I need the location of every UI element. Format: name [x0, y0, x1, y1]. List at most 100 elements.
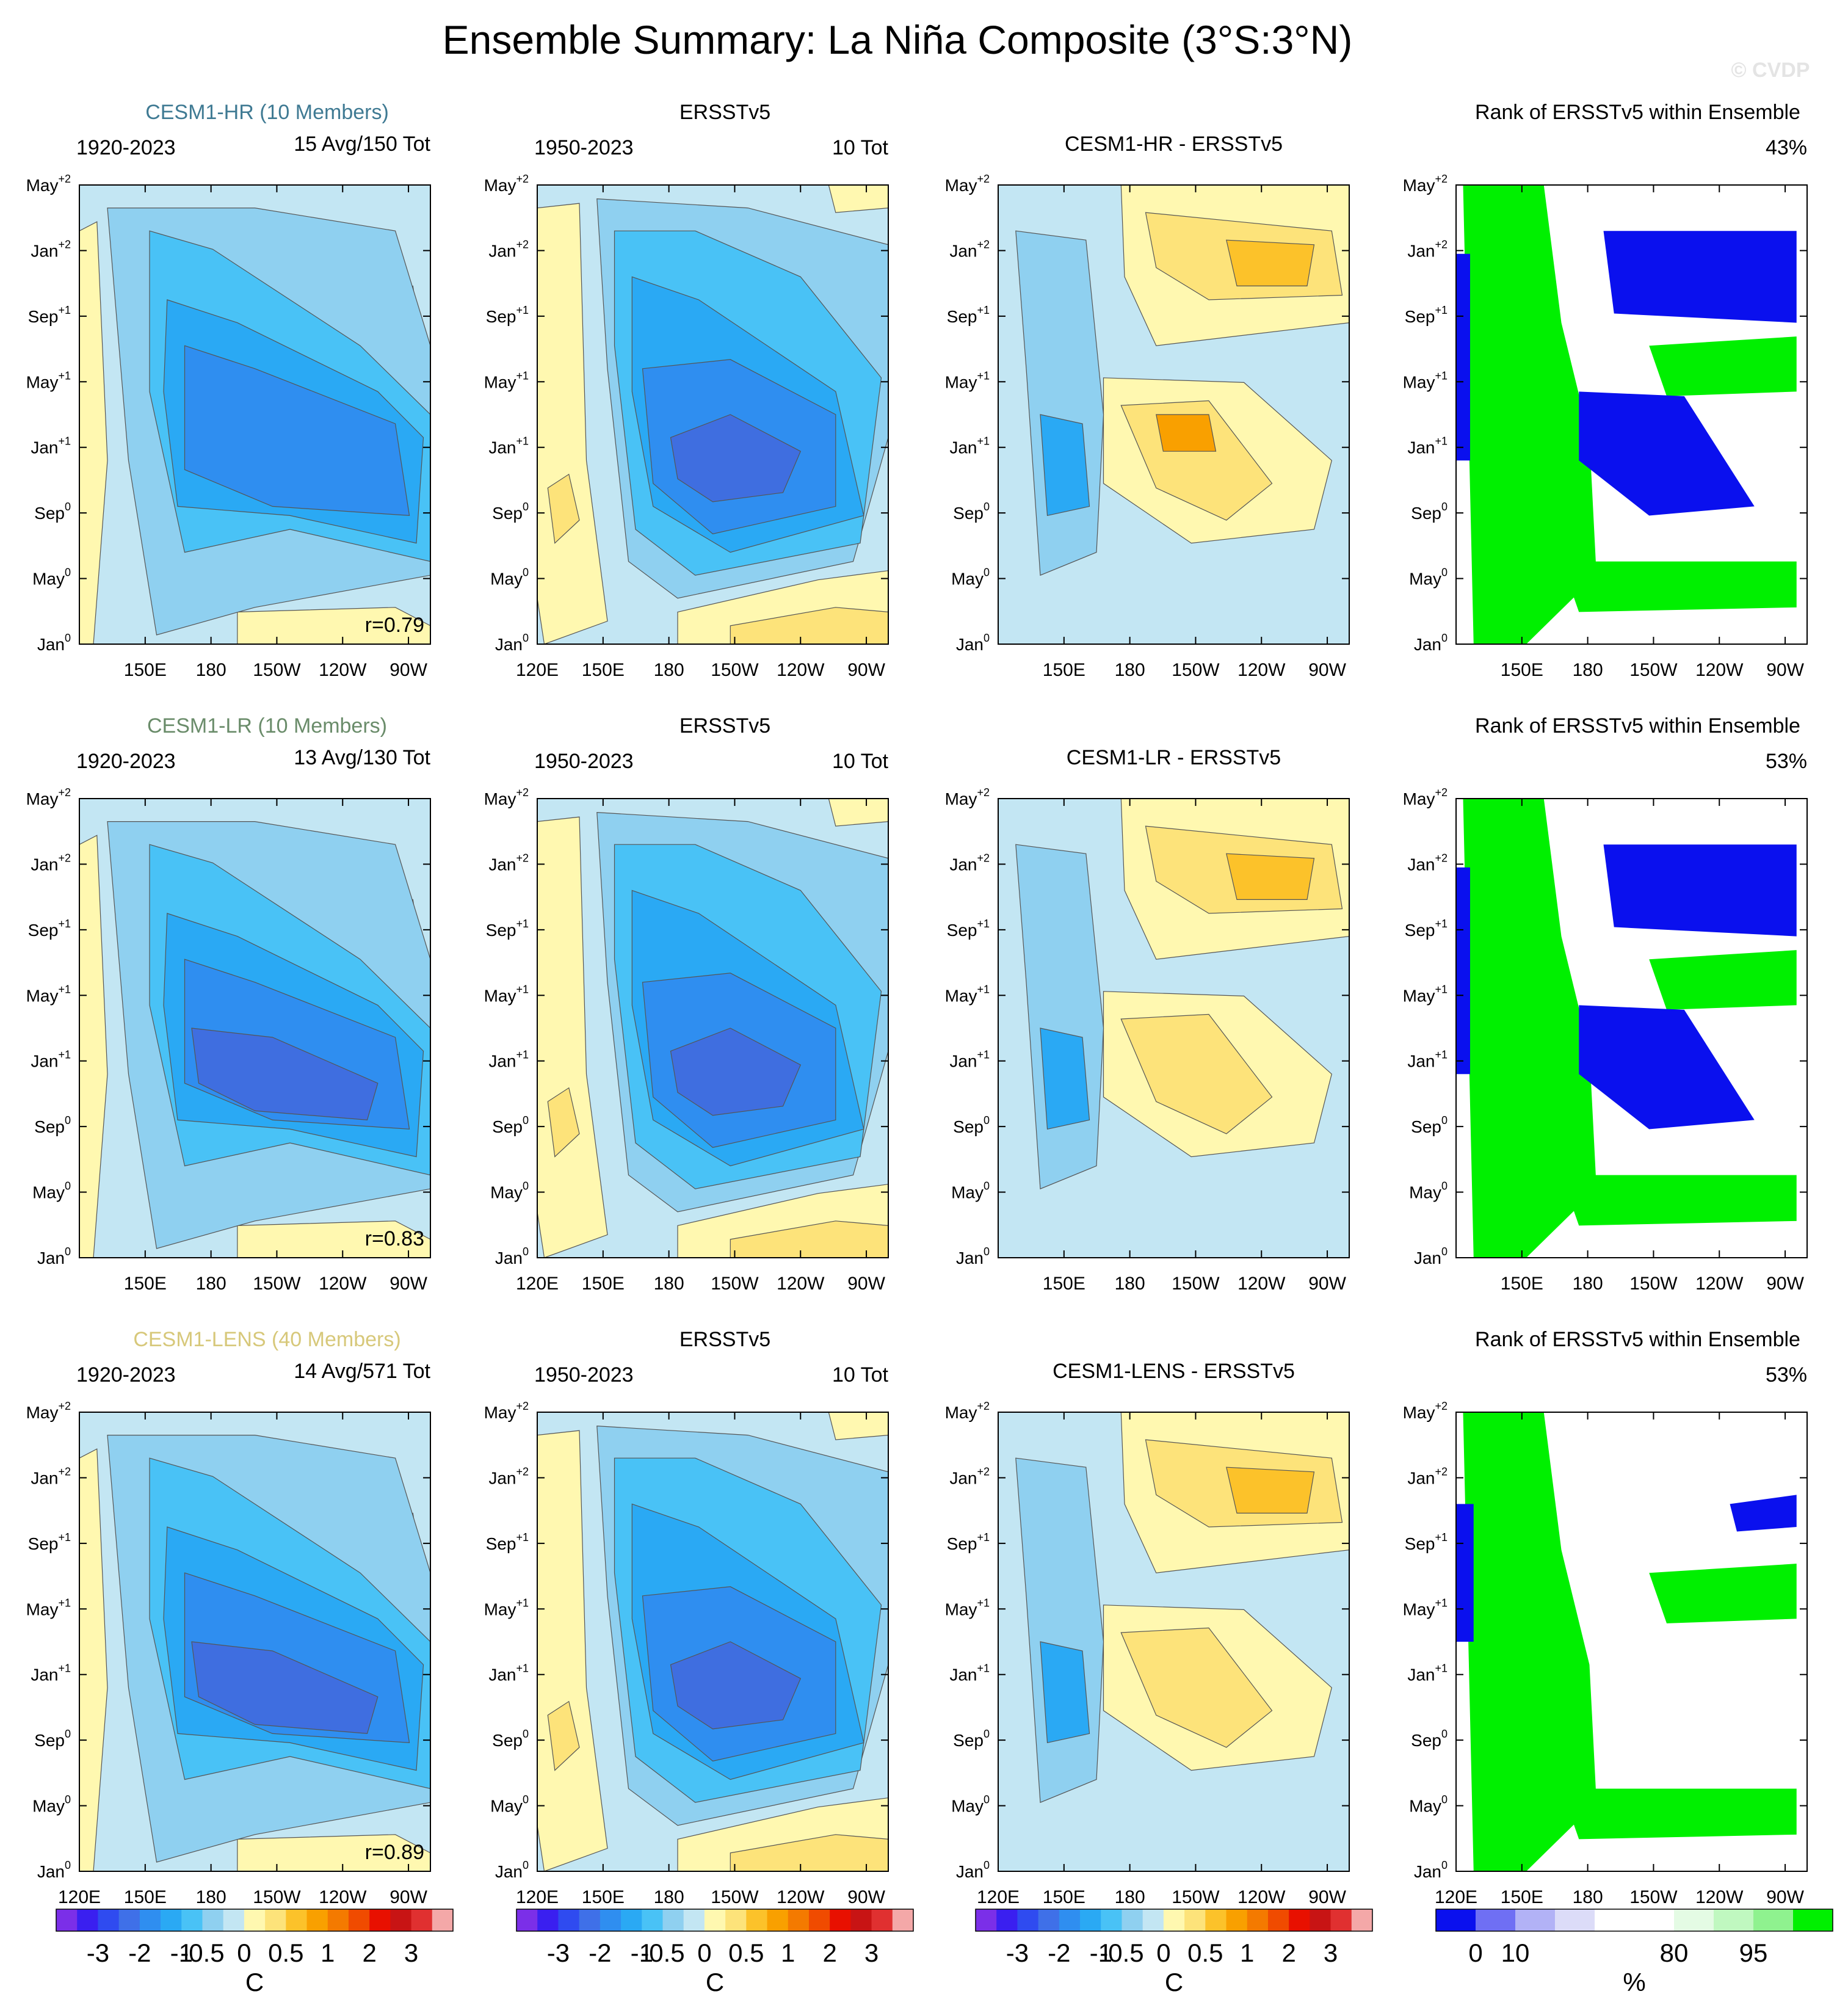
- x-tick-label: 150W: [1172, 1274, 1220, 1294]
- colorbar-swatch: [1142, 1909, 1164, 1931]
- x-tick-label: 150W: [253, 1274, 301, 1294]
- y-tick-label: Jan+1: [1407, 1049, 1448, 1071]
- x-tick-label: 120W: [777, 1274, 825, 1294]
- colorbar-swatch: [56, 1909, 78, 1931]
- x-tick-label: 150E: [1043, 660, 1085, 680]
- y-tick-label: Jan0: [956, 1859, 990, 1881]
- x-tick-label: 150E: [124, 1274, 167, 1294]
- colorbars: -3 -2 -1-0.5 0 0.5 1 2 3C-3 -2 -1-0.5 0 0.5 1 2 3C-3 -2…: [56, 1909, 1833, 1996]
- y-tick-label: Jan+2: [488, 238, 529, 260]
- y-tick-label: May+2: [484, 786, 529, 808]
- y-tick-label: May+1: [26, 983, 71, 1005]
- colorbar-swatch: [976, 1909, 997, 1931]
- x-tick-label: 120W: [1695, 1274, 1744, 1294]
- y-tick-label: Sep0: [953, 1728, 990, 1750]
- y-tick-label: Jan+1: [488, 1049, 529, 1071]
- y-tick-label: Sep0: [34, 1728, 71, 1750]
- y-tick-label: May+2: [945, 786, 990, 808]
- obs-period: 1950-2023: [534, 136, 634, 159]
- y-tick-label: May0: [32, 1180, 71, 1202]
- x-tick-label: 90W: [847, 1274, 885, 1294]
- colorbar-swatch: [369, 1909, 391, 1931]
- panel-frame: [998, 184, 1350, 645]
- colorbar-label: 0: [1156, 1938, 1170, 1967]
- colorbar-swatch: [621, 1909, 642, 1931]
- diff-title: CESM1-HR - ERSSTv5: [1065, 132, 1283, 156]
- x-tick-label: 180: [1573, 660, 1603, 680]
- colorbar-swatch: [662, 1909, 684, 1931]
- colorbar-swatch: [1595, 1909, 1635, 1931]
- x-tick-label: 120W: [319, 660, 367, 680]
- contour-region: [79, 1448, 108, 1871]
- rank-colorbar: 0 10 80 95%: [1435, 1909, 1833, 1996]
- model-period: 1920-2023: [76, 750, 176, 773]
- x-tick-label: 150W: [711, 660, 759, 680]
- colorbar-swatch: [1267, 1909, 1289, 1931]
- x-tick-label: 180: [196, 1274, 226, 1294]
- colorbar-swatch: [1351, 1909, 1373, 1931]
- rank-percent: 43%: [1766, 136, 1807, 159]
- colorbar-swatch: [746, 1909, 768, 1931]
- x-tick-label: 180: [1115, 1274, 1145, 1294]
- y-tick-label: May+1: [484, 983, 529, 1005]
- y-tick-label: Sep+1: [486, 304, 529, 326]
- colorbar-label: -1: [1090, 1938, 1112, 1967]
- contour-region: [730, 1220, 888, 1258]
- y-tick-label: Jan+1: [949, 435, 990, 457]
- colorbar-swatch: [1289, 1909, 1310, 1931]
- x-tick-label: 150W: [1629, 1274, 1678, 1294]
- y-tick-label: Sep+1: [28, 918, 71, 940]
- y-tick-label: Jan0: [1414, 632, 1448, 654]
- y-tick-label: Jan0: [956, 1245, 990, 1267]
- x-tick-label: 90W: [1766, 660, 1804, 680]
- obs-period: 1950-2023: [534, 1363, 634, 1387]
- x-tick-label: 150E: [1043, 1274, 1085, 1294]
- y-tick-label: Sep+1: [486, 918, 529, 940]
- contour-region: [730, 1834, 888, 1871]
- x-tick-label: 150W: [711, 1887, 759, 1907]
- colorbar-unit: C: [1165, 1968, 1183, 1996]
- colorbar-swatch: [767, 1909, 789, 1931]
- colorbar-swatch: [118, 1909, 140, 1931]
- panel-frame: [1455, 798, 1808, 1258]
- x-tick-label: 150E: [582, 1887, 625, 1907]
- model-title: CESM1-LENS (40 Members): [133, 1328, 400, 1351]
- x-tick-label: 120E: [516, 1887, 559, 1907]
- colorbar-label: 3: [864, 1938, 879, 1967]
- colorbar-swatch: [1515, 1909, 1556, 1931]
- y-tick-label: May+2: [484, 173, 529, 195]
- rank-high-region: [1463, 185, 1596, 644]
- model-count: 14 Avg/571 Tot: [294, 1360, 430, 1383]
- rank-percent: 53%: [1766, 1363, 1807, 1387]
- colorbar-label: 80: [1660, 1938, 1689, 1967]
- colorbar-swatch: [683, 1909, 705, 1931]
- colorbar-swatch: [1184, 1909, 1206, 1931]
- x-tick-label: 180: [196, 1887, 226, 1907]
- model-title: CESM1-HR (10 Members): [145, 101, 389, 124]
- y-tick-label: Jan0: [1414, 1245, 1448, 1267]
- colorbar-unit: C: [245, 1968, 264, 1996]
- colorbar-label: 3: [1324, 1938, 1338, 1967]
- colorbar-label: -1: [631, 1938, 653, 1967]
- y-tick-label: Jan+1: [949, 1049, 990, 1071]
- contour-region: [237, 1834, 430, 1871]
- rank-percent: 53%: [1766, 750, 1807, 773]
- contour-region: [547, 1700, 580, 1771]
- colorbar-swatch: [1038, 1909, 1060, 1931]
- x-tick-label: 90W: [847, 1887, 885, 1907]
- y-tick-label: May0: [490, 1180, 529, 1202]
- colorbar-label: -3: [87, 1938, 109, 1967]
- colorbar-swatch: [1753, 1909, 1794, 1931]
- colorbar-label: -3: [1006, 1938, 1029, 1967]
- x-tick-label: 180: [1115, 1887, 1145, 1907]
- colorbar-swatch: [244, 1909, 266, 1931]
- y-tick-label: May+1: [1403, 1597, 1448, 1619]
- x-tick-label: 150E: [1501, 660, 1543, 680]
- figure-title: Ensemble Summary: La Niña Composite (3°S…: [443, 17, 1353, 62]
- x-tick-label: 150E: [124, 1887, 167, 1907]
- colorbar-swatch: [432, 1909, 454, 1931]
- contour-region: [547, 1087, 580, 1158]
- rank-high-region: [1649, 950, 1797, 1010]
- rank-high-region: [1649, 1564, 1797, 1623]
